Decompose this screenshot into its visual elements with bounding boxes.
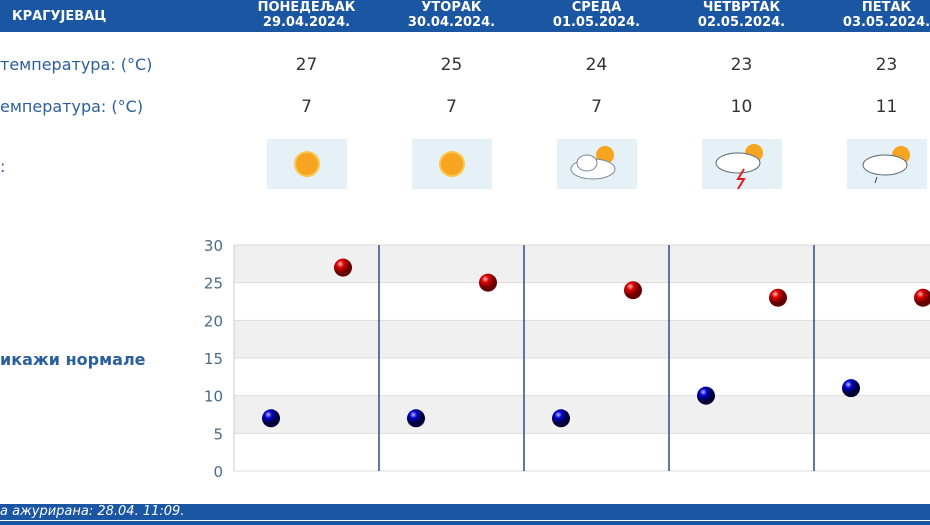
y-tick-label: 10: [204, 388, 223, 406]
updated-text: а ажурирана: 28.04. 11:09.: [0, 504, 185, 519]
min-temp-value: 7: [301, 97, 312, 117]
day-name: УТОРАК: [421, 0, 482, 15]
day-date: 03.05.2024.: [842, 15, 930, 30]
day-header: СРЕДА 01.05.2024.: [524, 0, 669, 30]
day-name: ПЕТАК: [861, 0, 912, 15]
day-name: ПОНЕДЕЉАК: [257, 0, 356, 15]
max-temp-point: [914, 288, 930, 307]
max-temp-point: [479, 273, 497, 292]
sunny-icon: [267, 139, 347, 189]
y-tick-label: 5: [213, 425, 223, 443]
footer-bar-bottom: [0, 521, 930, 525]
min-temp-point: [407, 409, 425, 428]
max-temp-value: 27: [295, 55, 318, 75]
grid-band: [234, 395, 930, 434]
header-bar: КРАГУЈЕВАЦ ПОНЕДЕЉАК 29.04.2024. УТОРАК 30.…: [0, 0, 930, 32]
show-normals-link[interactable]: икажи нормале: [0, 350, 146, 369]
max-temp-point: [769, 288, 787, 307]
rain-showers-icon: [847, 139, 927, 189]
day-header: УТОРАК 30.04.2024.: [379, 0, 524, 30]
sunny-icon: [412, 139, 492, 189]
max-temp-label: температура: (°C): [0, 55, 153, 74]
temperature-chart: 0 5 10 15 20 25 30: [204, 237, 930, 481]
min-temp-value: 7: [591, 97, 602, 117]
min-temp-value: 11: [875, 97, 898, 117]
day-header: ЧЕТВРТАК 02.05.2024.: [669, 0, 814, 30]
weather-label: :: [0, 157, 6, 176]
day-date: 02.05.2024.: [697, 15, 786, 30]
day-name: ЧЕТВРТАК: [702, 0, 781, 15]
day-date: 01.05.2024.: [552, 15, 641, 30]
day-header: ПОНЕДЕЉАК 29.04.2024.: [234, 0, 379, 30]
partly-cloudy-icon: [557, 139, 637, 189]
y-tick-label: 15: [204, 350, 223, 368]
y-tick-label: 0: [213, 463, 223, 481]
max-temp-value: 24: [585, 55, 608, 75]
min-temp-value: 10: [730, 97, 753, 117]
day-name: СРЕДА: [571, 0, 622, 15]
min-temp-point: [697, 386, 715, 405]
day-header: ПЕТАК 03.05.2024.: [814, 0, 930, 30]
min-temp-point: [552, 409, 570, 428]
min-temp-point: [842, 379, 860, 398]
max-temp-point: [334, 258, 352, 277]
min-temp-point: [262, 409, 280, 428]
max-temp-point: [624, 281, 642, 300]
city-name: КРАГУЈЕВАЦ: [12, 9, 107, 24]
y-tick-label: 20: [204, 312, 223, 330]
y-tick-label: 30: [204, 237, 223, 255]
max-temp-value: 23: [875, 55, 898, 75]
day-date: 29.04.2024.: [262, 15, 351, 30]
day-date: 30.04.2024.: [407, 15, 496, 30]
max-temp-value: 23: [730, 55, 753, 75]
max-temp-value: 25: [440, 55, 463, 75]
min-temp-value: 7: [446, 97, 457, 117]
grid-band: [234, 320, 930, 358]
footer-bar: а ажурирана: 28.04. 11:09.: [0, 504, 930, 520]
thunderstorm-icon: [702, 139, 782, 190]
y-tick-label: 25: [204, 275, 223, 293]
min-temp-label: емпература: (°C): [0, 97, 144, 116]
